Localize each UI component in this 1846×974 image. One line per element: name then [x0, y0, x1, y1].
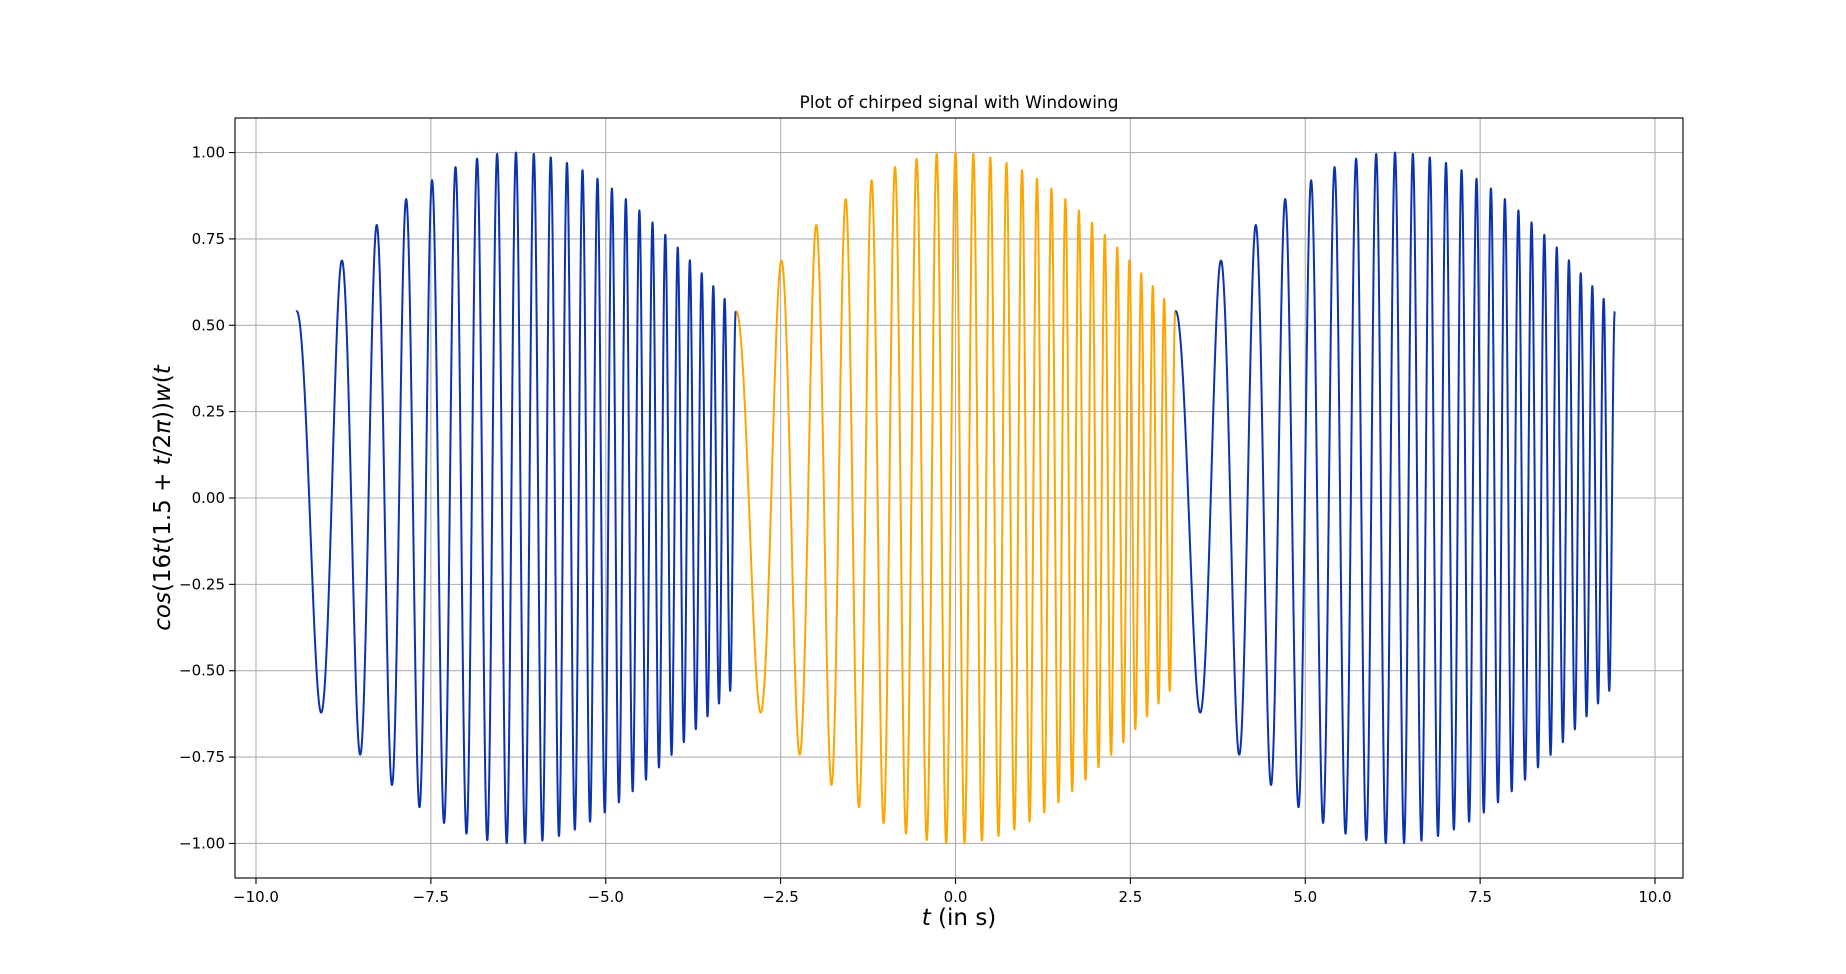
series-line-1	[295, 151, 737, 845]
chart-title: Plot of chirped signal with Windowing	[800, 93, 1119, 113]
y-axis-label: cos(16t(1.5 + t/2π))w(t	[150, 364, 176, 630]
y-axis-label-part: (1.5 +	[150, 465, 176, 544]
y-axis-label-part: ))	[150, 402, 176, 420]
y-tick-label: 0.50	[192, 316, 225, 334]
y-tick-label: −0.75	[179, 748, 225, 766]
x-tick-label: 10.0	[1638, 888, 1671, 906]
x-tick-label: 7.5	[1468, 888, 1492, 906]
y-tick-label: −1.00	[179, 834, 225, 852]
x-axis-label: t (in s)	[922, 905, 997, 931]
plot-area	[295, 151, 1616, 845]
y-tick-label: 1.00	[192, 144, 225, 162]
y-axis-label-part: w	[150, 383, 176, 402]
y-tick-label: 0.75	[192, 230, 225, 248]
x-tick-label: −2.5	[762, 888, 798, 906]
y-axis-label-part: cos	[150, 592, 176, 631]
x-tick-label: −10.0	[233, 888, 279, 906]
x-tick-label: −5.0	[588, 888, 624, 906]
x-axis-label-unit: (in s)	[931, 905, 997, 931]
y-axis-label-part: t	[150, 544, 176, 554]
y-tick-label: −0.25	[179, 575, 225, 593]
series-line-3	[1174, 151, 1616, 845]
y-axis-label-part: t	[150, 364, 176, 374]
y-tick-label: 0.00	[192, 489, 225, 507]
x-tick-label: −7.5	[413, 888, 449, 906]
y-axis-label-part: /2	[150, 434, 176, 456]
series-line-2	[734, 151, 1177, 845]
x-tick-label: 2.5	[1118, 888, 1142, 906]
y-tick-label: 0.25	[192, 403, 225, 421]
y-axis-label-part: (16	[150, 554, 176, 592]
x-tick-label: 0.0	[944, 888, 968, 906]
y-axis-label-part: (	[150, 374, 176, 383]
x-axis-label-variable: t	[922, 905, 932, 931]
x-tick-label: 5.0	[1293, 888, 1317, 906]
y-axis-label-part: π	[150, 419, 176, 434]
ticks: −10.0 −7.5 −5.0 −2.5 0.0 2.5 5.0 7.5 10.0 1.00 0.7…	[179, 144, 1672, 906]
y-axis-label-part: t	[150, 455, 176, 465]
y-tick-label: −0.50	[179, 662, 225, 680]
